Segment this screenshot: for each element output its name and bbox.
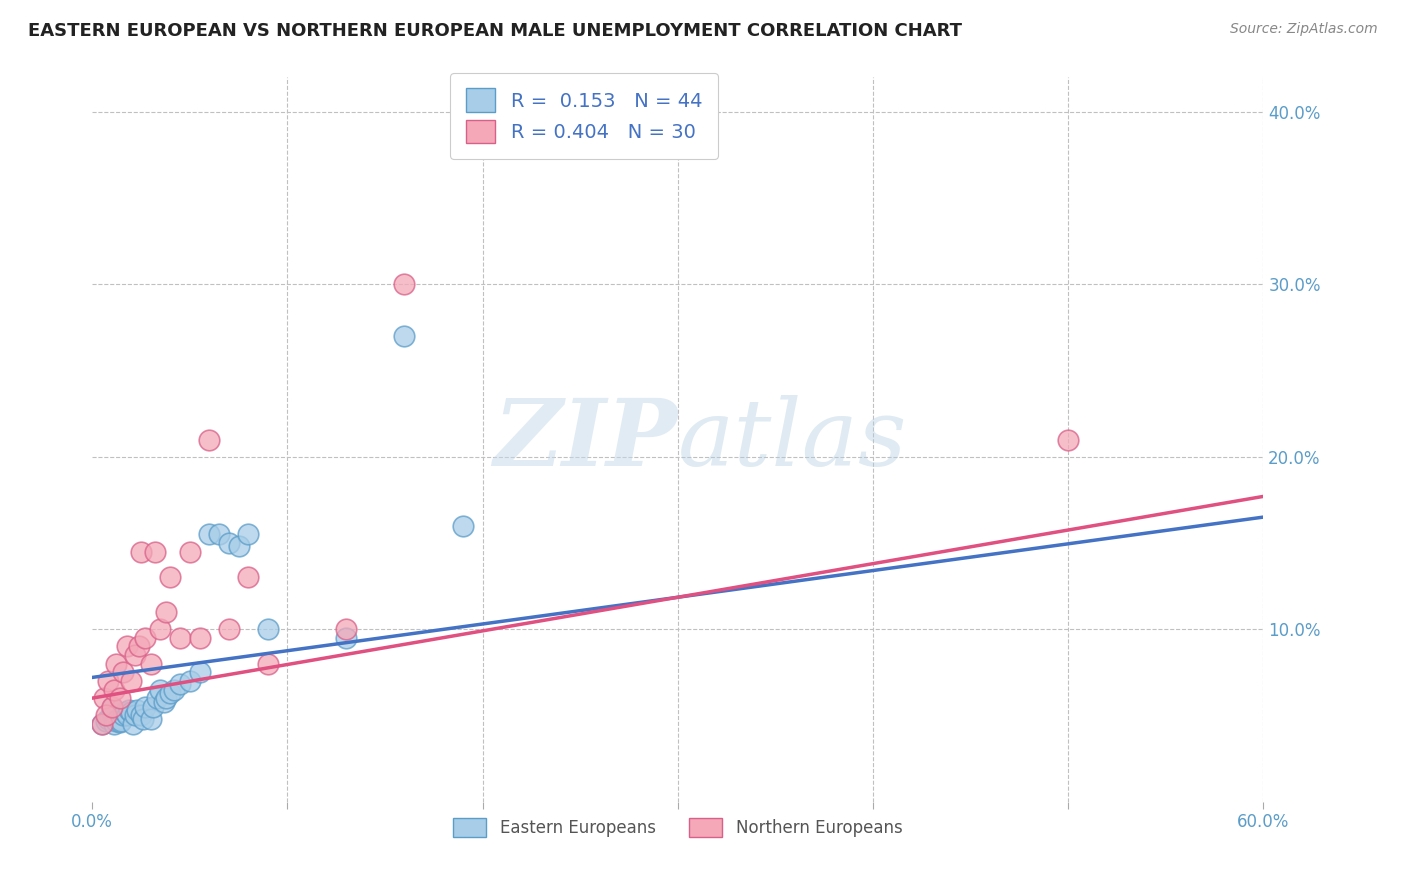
Point xyxy=(97,712,120,726)
Point xyxy=(100,699,122,714)
Legend: Eastern Europeans, Northern Europeans: Eastern Europeans, Northern Europeans xyxy=(446,812,910,844)
Point xyxy=(100,703,122,717)
Point xyxy=(198,527,221,541)
Text: ZIP: ZIP xyxy=(494,394,678,484)
Point xyxy=(120,705,142,719)
Point xyxy=(129,544,152,558)
Point xyxy=(163,682,186,697)
Point xyxy=(108,715,131,730)
Point xyxy=(112,708,135,723)
Point xyxy=(394,277,416,292)
Point xyxy=(134,631,156,645)
Point xyxy=(128,640,150,654)
Point xyxy=(112,665,135,680)
Point xyxy=(257,657,280,671)
Point xyxy=(103,717,125,731)
Text: EASTERN EUROPEAN VS NORTHERN EUROPEAN MALE UNEMPLOYMENT CORRELATION CHART: EASTERN EUROPEAN VS NORTHERN EUROPEAN MA… xyxy=(28,22,962,40)
Point xyxy=(114,705,136,719)
Point xyxy=(100,705,122,719)
Point xyxy=(335,622,357,636)
Point xyxy=(91,717,114,731)
Point xyxy=(94,708,117,723)
Point xyxy=(188,631,211,645)
Point xyxy=(218,536,240,550)
Point xyxy=(94,714,117,728)
Point xyxy=(117,708,139,723)
Point xyxy=(107,712,129,726)
Point xyxy=(120,673,142,688)
Point xyxy=(104,657,127,671)
Point xyxy=(169,677,191,691)
Text: atlas: atlas xyxy=(678,394,907,484)
Point xyxy=(153,695,176,709)
Point xyxy=(142,699,165,714)
Point xyxy=(143,544,166,558)
Point xyxy=(394,329,416,343)
Point xyxy=(91,717,114,731)
Point xyxy=(132,712,155,726)
Point xyxy=(139,712,162,726)
Point xyxy=(149,682,172,697)
Point xyxy=(159,686,181,700)
Point xyxy=(100,708,122,723)
Text: Source: ZipAtlas.com: Source: ZipAtlas.com xyxy=(1230,22,1378,37)
Point xyxy=(257,622,280,636)
Point xyxy=(139,657,162,671)
Point xyxy=(124,708,146,723)
Point xyxy=(134,699,156,714)
Point xyxy=(124,648,146,662)
Point xyxy=(104,714,127,728)
Point xyxy=(117,640,139,654)
Point xyxy=(155,691,177,706)
Point xyxy=(122,717,145,731)
Point xyxy=(238,527,260,541)
Point xyxy=(155,605,177,619)
Point xyxy=(1057,433,1080,447)
Point xyxy=(110,714,132,728)
Point xyxy=(100,699,122,714)
Point xyxy=(228,540,250,554)
Point xyxy=(129,708,152,723)
Point xyxy=(103,682,125,697)
Point xyxy=(335,631,357,645)
Point xyxy=(238,570,260,584)
Point xyxy=(451,518,474,533)
Point xyxy=(179,544,201,558)
Point xyxy=(97,673,120,688)
Point xyxy=(118,703,141,717)
Point xyxy=(218,622,240,636)
Point xyxy=(98,710,121,724)
Point xyxy=(188,665,211,680)
Point xyxy=(149,622,172,636)
Point xyxy=(208,527,231,541)
Point xyxy=(159,570,181,584)
Point xyxy=(125,703,148,717)
Point xyxy=(198,433,221,447)
Point xyxy=(145,691,167,706)
Point xyxy=(179,673,201,688)
Point xyxy=(169,631,191,645)
Point xyxy=(108,691,131,706)
Point xyxy=(93,691,115,706)
